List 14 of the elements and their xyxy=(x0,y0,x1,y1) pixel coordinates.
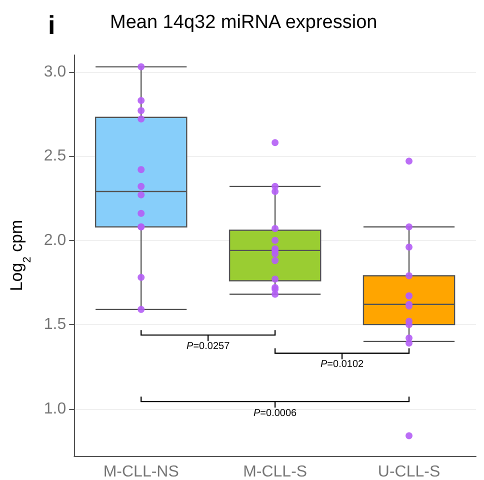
y-tick-label: 2.5 xyxy=(44,148,66,165)
y-tick-label: 1.5 xyxy=(44,316,66,334)
text: i xyxy=(48,10,56,41)
annotation: P=0.0102 xyxy=(320,359,364,370)
x-tick-label: M-CLL-NS xyxy=(103,464,179,480)
annotation: P=0.0006 xyxy=(254,408,297,419)
y-tick-label: 3.0 xyxy=(44,63,66,80)
x-tick-label: M-CLL-S xyxy=(243,464,308,480)
y-axis-title: Log2 cpm xyxy=(7,220,34,292)
x-tick-label: U-CLL-S xyxy=(378,464,440,480)
chart-title: Mean 14q32 miRNA expression xyxy=(110,12,378,33)
y-tick-label: 2.0 xyxy=(44,232,66,249)
annotation: P=0.0257 xyxy=(186,341,230,352)
y-tick-label: 1.0 xyxy=(44,400,66,418)
